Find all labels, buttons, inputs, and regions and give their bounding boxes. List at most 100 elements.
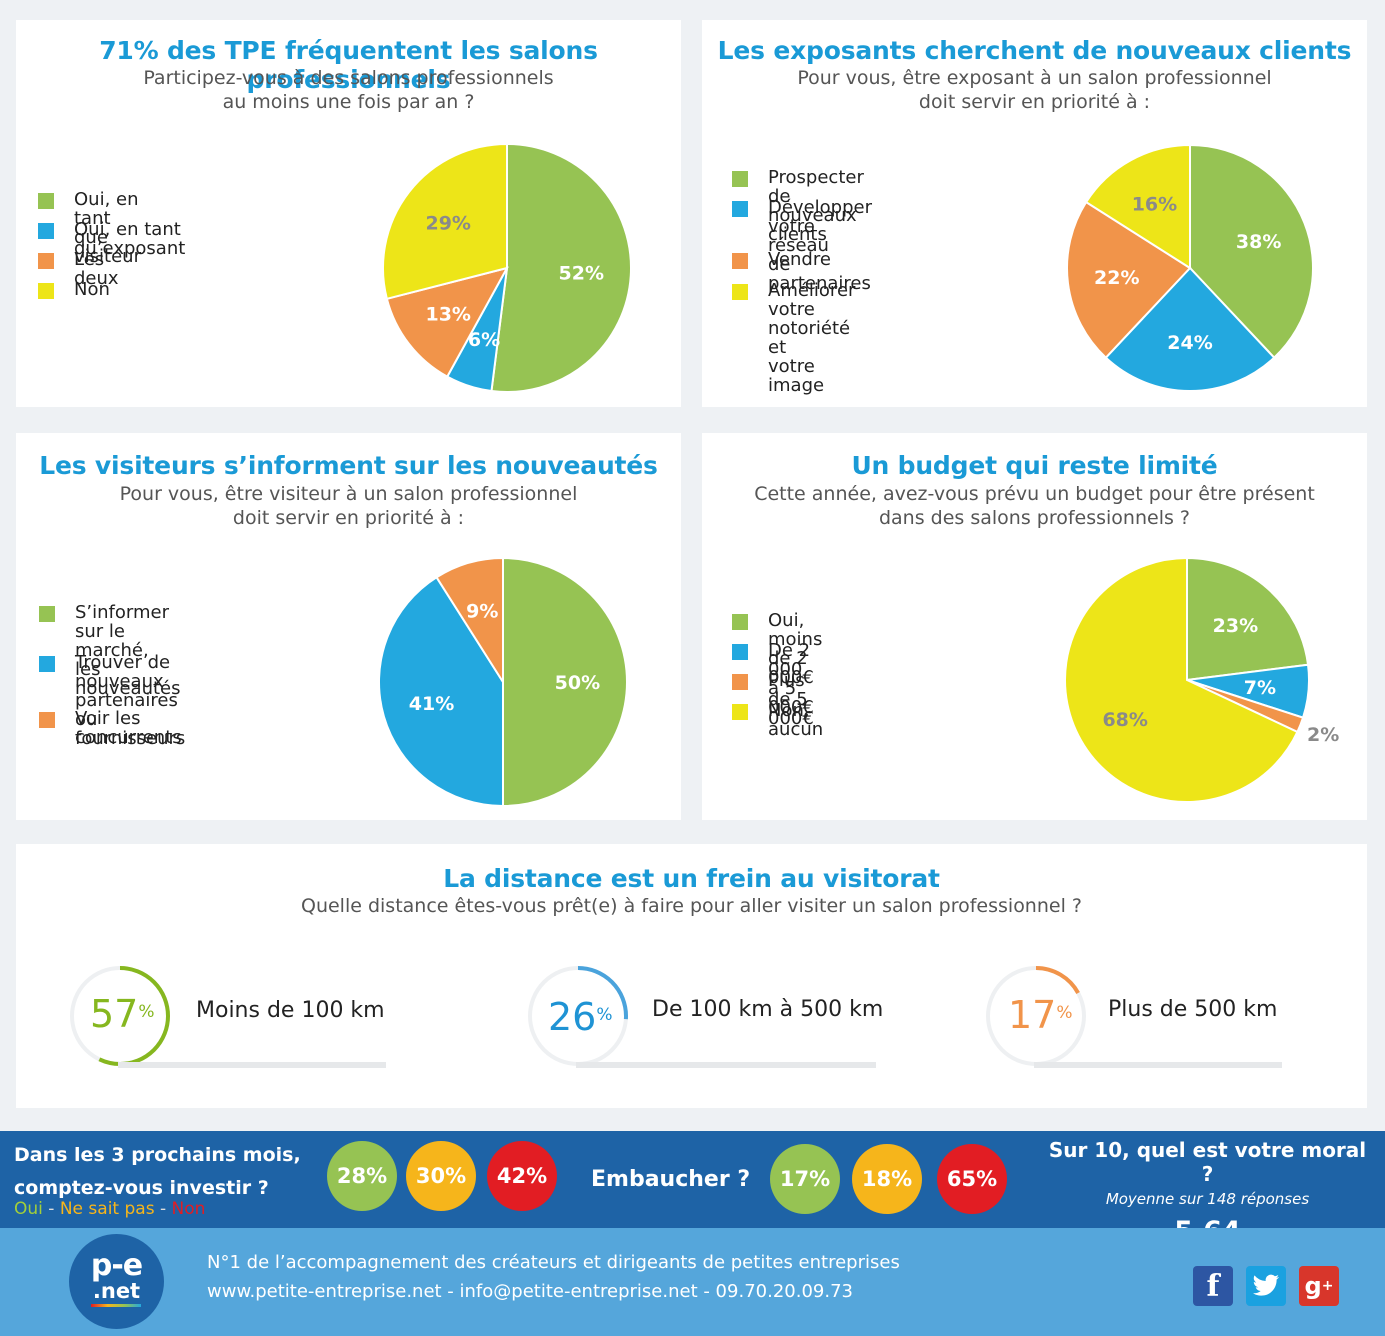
slice-label: 22% <box>1094 267 1139 289</box>
panel-title: La distance est un frein au visitorat <box>443 864 940 893</box>
pie-chart: 50% 41% 9% <box>378 556 628 808</box>
moral-subtitle: Moyenne sur 148 réponses <box>1105 1190 1310 1208</box>
legend-swatch <box>732 614 748 630</box>
invest-nsp-bubble: 30% <box>406 1141 476 1211</box>
ring-progress <box>528 966 628 1066</box>
pie-slice <box>502 556 628 808</box>
legend-item: S’informer sur le marché, les nouveautés <box>39 603 181 698</box>
legend-item: Oui, en tant qu’exposant <box>38 220 185 258</box>
slice-label: 68% <box>1102 709 1147 731</box>
slice-label: 29% <box>425 212 470 234</box>
legend-swatch <box>732 201 748 217</box>
legend-swatch <box>732 704 748 720</box>
legend-swatch <box>732 644 748 660</box>
invest-non-bubble: 42% <box>487 1141 557 1211</box>
google-plus-icon[interactable]: g + <box>1299 1266 1339 1306</box>
legend-item: Oui, moins de 2 000€ <box>732 611 822 687</box>
distance-gauge: 17% Plus de 500 km <box>984 964 1294 1074</box>
pie-chart: 38% 24% 22% 16% <box>1066 143 1314 392</box>
panel-title: Les visiteurs s’informent sur les nouvea… <box>39 451 658 480</box>
legend-item: Prospecter de nouveaux clients <box>732 168 864 244</box>
legend-swatch <box>732 284 748 300</box>
legend-swatch <box>38 193 54 209</box>
distance-gauge: 57% Moins de 100 km <box>68 964 398 1074</box>
gauge-label: Plus de 500 km <box>1108 997 1278 1022</box>
pie-slice <box>1186 556 1310 682</box>
legend-item: Non <box>38 280 110 299</box>
slice-label: 38% <box>1236 231 1281 253</box>
pie-panel-frequentation: 71% des TPE fréquentent les salons profe… <box>16 20 681 407</box>
legend-item: Améliorer votre notoriété et votre image <box>732 281 855 395</box>
legend-swatch <box>38 223 54 239</box>
panel-subtitle: Participez-vous à des salons professionn… <box>143 67 554 113</box>
pie-slice <box>435 556 504 686</box>
gauge-label: Moins de 100 km <box>196 998 385 1023</box>
pie-slice <box>1104 266 1276 392</box>
legend-swatch <box>38 283 54 299</box>
divider <box>576 1062 876 1068</box>
footer-tagline: N°1 de l’accompagnement des créateurs et… <box>207 1252 900 1273</box>
slice-label: 52% <box>559 263 604 285</box>
gauge-label: De 100 km à 500 km <box>652 997 884 1022</box>
legend-item: Développer votre réseau de partenaires <box>732 198 872 293</box>
legend-item: De 2 000 à 5 000€ <box>732 641 814 717</box>
legend-swatch <box>732 253 748 269</box>
hire-oui-bubble: 17% <box>770 1144 840 1214</box>
legend-swatch <box>38 253 54 269</box>
pie-panel-visiteurs: Les visiteurs s’informent sur les nouvea… <box>16 433 681 820</box>
pie-slice <box>1084 143 1191 270</box>
distance-gauge: 26% De 100 km à 500 km <box>526 964 886 1074</box>
invest-question: Dans les 3 prochains mois, comptez-vous … <box>14 1144 301 1199</box>
slice-label: 7% <box>1244 677 1276 699</box>
legend-item: Non, aucun <box>732 701 823 739</box>
slice-label: 2% <box>1307 724 1339 746</box>
slice-label: 9% <box>466 601 498 623</box>
hire-non-bubble: 65% <box>937 1144 1007 1214</box>
legend-item: Vendre <box>732 250 831 269</box>
legend-swatch <box>732 674 748 690</box>
pie-slice <box>490 142 632 393</box>
panel-subtitle: Pour vous, être visiteur à un salon prof… <box>119 483 578 529</box>
moral-question: Sur 10, quel est votre moral ? <box>1048 1138 1367 1186</box>
pie-slice <box>385 266 509 379</box>
gauge-value: 57% <box>90 992 155 1036</box>
legend-item: Plus de 5 000€ <box>732 671 814 728</box>
answer-legend: Oui - Ne sait pas - Non <box>14 1199 206 1219</box>
pie-chart: 23% 7% 2% 68% <box>1064 556 1339 803</box>
pie-panel-exposants: Les exposants cherchent de nouveaux clie… <box>702 20 1367 407</box>
panel-subtitle: Cette année, avez-vous prévu un budget p… <box>754 483 1315 529</box>
legend-item: Trouver de nouveaux partenaires ou fourn… <box>39 653 185 748</box>
ring-progress <box>986 966 1086 1066</box>
divider <box>118 1062 386 1068</box>
slice-label: 16% <box>1132 193 1177 215</box>
slice-label: 6% <box>468 329 500 351</box>
footer-contact[interactable]: www.petite-entreprise.net - info@petite-… <box>207 1281 853 1302</box>
legend-item: Les deux <box>38 250 119 288</box>
legend-swatch <box>39 606 55 622</box>
twitter-icon[interactable] <box>1246 1266 1286 1306</box>
pie-slice <box>1189 143 1314 360</box>
distance-panel: La distance est un frein au visitorat Qu… <box>16 844 1367 1108</box>
legend-swatch <box>732 171 748 187</box>
facebook-icon[interactable]: f <box>1193 1266 1233 1306</box>
hire-nsp-bubble: 18% <box>852 1144 922 1214</box>
logo-stripe <box>91 1304 141 1307</box>
pie-slice <box>1066 200 1192 360</box>
gauge-value: 26% <box>548 995 613 1039</box>
legend-item: Oui, en tant que visiteur <box>38 190 141 266</box>
survey-band: Dans les 3 prochains mois, comptez-vous … <box>0 1131 1385 1247</box>
pie-slice <box>1064 556 1299 803</box>
slice-label: 41% <box>409 693 454 715</box>
panel-title: 71% des TPE fréquentent les salons profe… <box>99 36 598 94</box>
hire-question: Embaucher ? <box>591 1167 751 1192</box>
gauge-value: 17% <box>1008 993 1073 1037</box>
pie-panel-budget: Un budget qui reste limité Cette année, … <box>702 433 1367 820</box>
panel-title: Un budget qui reste limité <box>851 451 1218 480</box>
panel-title: Les exposants cherchent de nouveaux clie… <box>717 36 1352 65</box>
legend-swatch <box>39 712 55 728</box>
slice-label: 50% <box>555 672 600 694</box>
brand-logo[interactable]: p-e .net <box>69 1234 164 1329</box>
divider <box>1034 1062 1282 1068</box>
panel-subtitle: Quelle distance êtes-vous prêt(e) à fair… <box>300 895 1082 917</box>
slice-label: 24% <box>1167 332 1212 354</box>
